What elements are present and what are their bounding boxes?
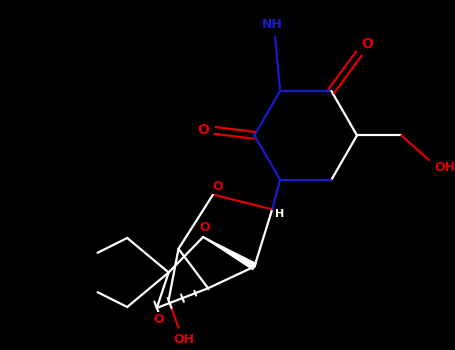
Text: O: O	[361, 37, 373, 51]
Text: O: O	[212, 180, 223, 193]
Polygon shape	[203, 237, 256, 270]
Text: OH: OH	[434, 161, 455, 174]
Text: H: H	[275, 209, 285, 219]
Text: NH: NH	[262, 19, 283, 32]
Text: O: O	[200, 220, 211, 233]
Text: O: O	[153, 313, 164, 326]
Text: OH: OH	[173, 333, 194, 346]
Text: O: O	[197, 124, 209, 138]
